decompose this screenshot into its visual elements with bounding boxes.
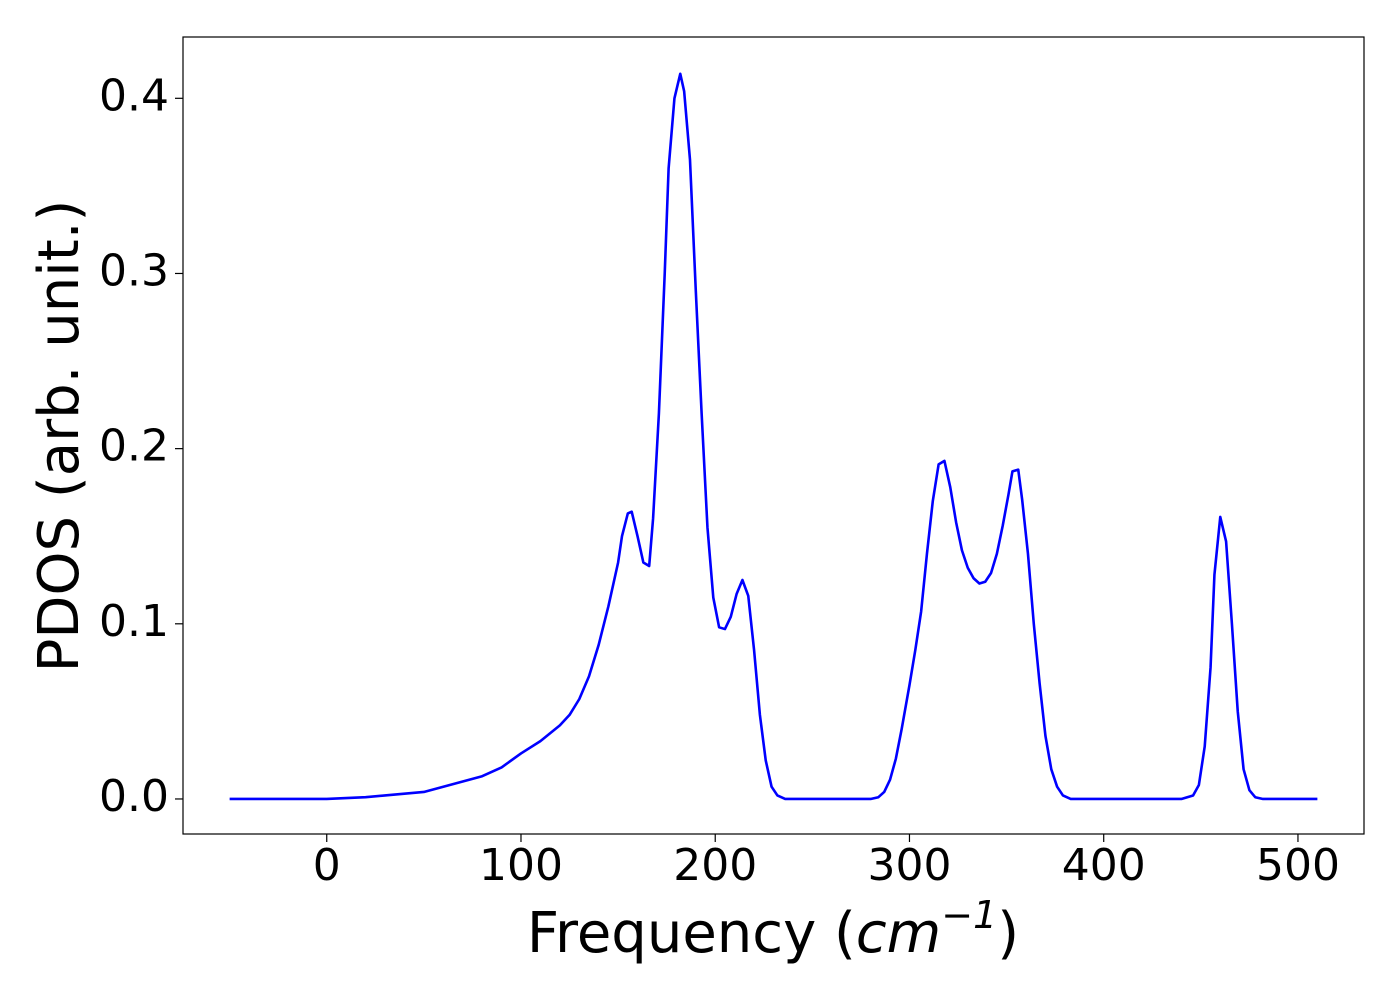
x-tick-label: 0 — [313, 840, 341, 891]
x-label-prefix: Frequency ( — [527, 901, 856, 966]
y-axis-label: PDOS (arb. unit.) — [27, 200, 92, 673]
y-tick-label: 0.2 — [99, 421, 169, 472]
plot-frame — [182, 36, 1365, 835]
x-tick-label: 200 — [673, 840, 757, 891]
data-line — [229, 72, 1318, 801]
y-tick-label: 0.0 — [99, 771, 169, 822]
x-axis-label: Frequency (cm−1) — [527, 893, 1019, 966]
y-tick-label: 0.3 — [99, 245, 169, 296]
x-tick-label: 500 — [1256, 840, 1340, 891]
x-tick-label: 300 — [867, 840, 951, 891]
x-label-suffix: ) — [997, 901, 1019, 966]
y-tick-label: 0.4 — [99, 70, 169, 121]
x-label-unit: cm — [856, 901, 941, 966]
x-label-exponent: −1 — [941, 893, 997, 937]
x-tick-label: 100 — [479, 840, 563, 891]
y-tick-label: 0.1 — [99, 596, 169, 647]
x-tick-label: 400 — [1062, 840, 1146, 891]
